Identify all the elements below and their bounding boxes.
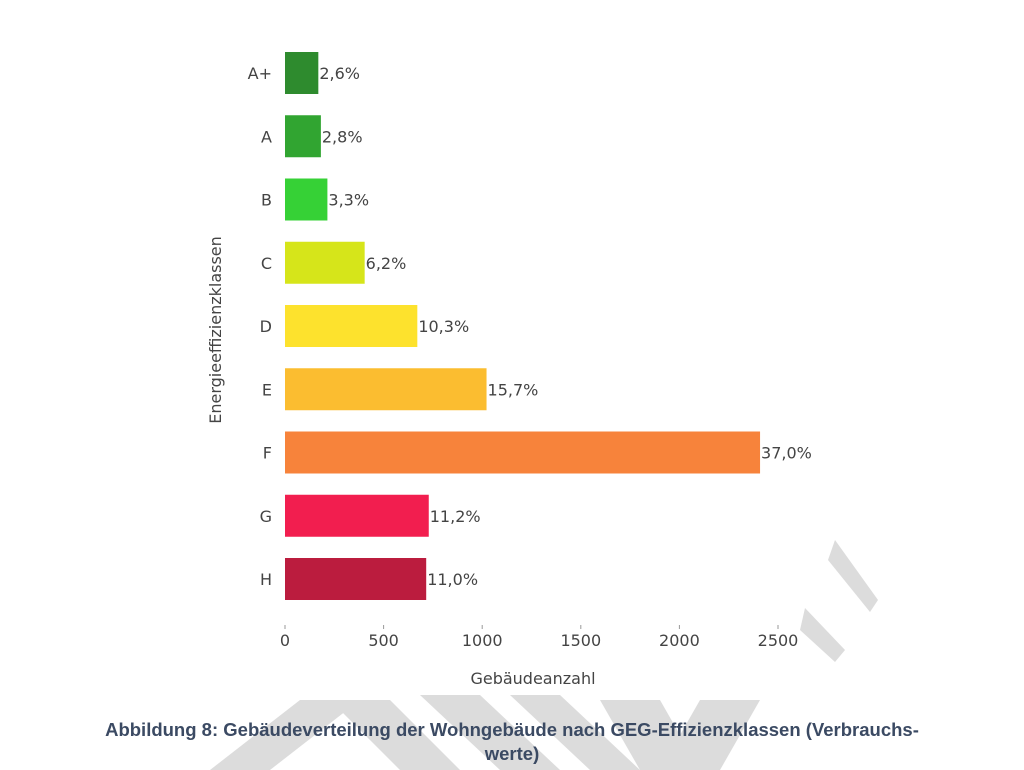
data-label: 3,3% xyxy=(328,191,369,210)
x-axis-title: Gebäudeanzahl xyxy=(470,669,595,688)
category-label: A xyxy=(261,127,272,146)
bar-C xyxy=(285,241,365,284)
category-label: C xyxy=(261,254,272,273)
bar-E xyxy=(285,368,487,411)
x-tick-label: 0 xyxy=(280,631,290,650)
x-tick-label: 500 xyxy=(368,631,399,650)
category-label: D xyxy=(260,317,272,336)
data-label: 11,2% xyxy=(430,507,481,526)
watermark xyxy=(210,540,878,770)
bars-group xyxy=(285,52,761,600)
x-tick-label: 2000 xyxy=(659,631,700,650)
figure-caption: Abbildung 8: Gebäudeverteilung der Wohng… xyxy=(0,718,1024,766)
x-tick-label: 1000 xyxy=(462,631,503,650)
data-label: 11,0% xyxy=(427,570,478,589)
bar-A xyxy=(285,115,321,158)
y-axis-title: Energieeffizienzklassen xyxy=(206,236,225,424)
data-label: 6,2% xyxy=(366,254,407,273)
bar-D xyxy=(285,305,418,347)
data-labels: 2,6% 2,8% 3,3% 6,2% 10,3% 15,7% 37,0% 11,2% 11,0… xyxy=(319,64,812,589)
category-label: B xyxy=(261,191,272,210)
bar-G xyxy=(285,494,429,537)
data-label: 2,6% xyxy=(319,64,360,83)
x-tick-label: 1500 xyxy=(560,631,601,650)
category-labels: A+ A B C D E F G H xyxy=(248,64,272,589)
bar-F xyxy=(285,431,761,474)
data-label: 2,8% xyxy=(322,127,363,146)
data-label: 37,0% xyxy=(761,444,812,463)
bar-H xyxy=(285,558,427,600)
data-label: 15,7% xyxy=(488,380,539,399)
caption-line-1: Abbildung 8: Gebäudeverteilung der Wohng… xyxy=(105,719,919,740)
bar-A+ xyxy=(285,52,319,94)
category-label: E xyxy=(262,380,272,399)
category-label: A+ xyxy=(248,64,272,83)
category-label: F xyxy=(263,444,272,463)
x-axis-ticks: 0 500 1000 1500 2000 2500 xyxy=(280,625,798,650)
bar-B xyxy=(285,178,328,221)
category-label: G xyxy=(260,507,272,526)
x-tick-label: 2500 xyxy=(758,631,799,650)
data-label: 10,3% xyxy=(418,317,469,336)
caption-line-2: werte) xyxy=(484,743,540,764)
category-label: H xyxy=(260,570,272,589)
